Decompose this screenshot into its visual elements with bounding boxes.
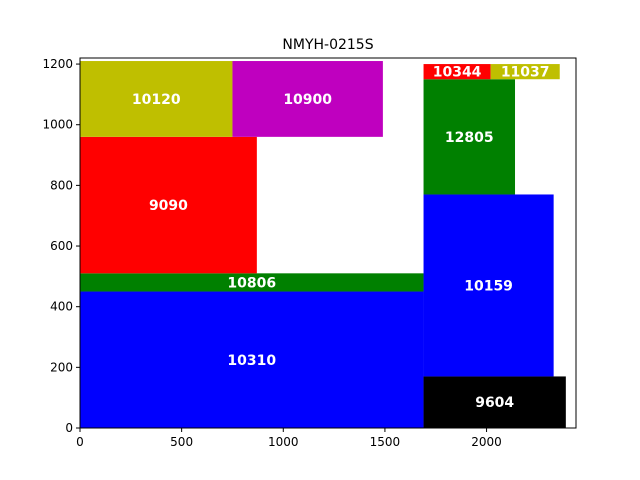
y-tick-label: 1000 — [42, 118, 73, 132]
plot-frame — [79, 57, 577, 429]
x-tick-label: 1500 — [370, 435, 401, 449]
labels-layer: 10310 10806 9090 10120 10900 9604 10159 12805 10… — [132, 65, 550, 412]
rect-10344 — [423, 64, 491, 80]
rect-label-10120: 10120 — [132, 92, 181, 108]
rect-9090 — [80, 136, 257, 274]
y-tick-label: 800 — [50, 178, 73, 192]
rects-layer — [80, 61, 566, 428]
rect-label-12805: 12805 — [445, 130, 494, 146]
rect-label-10310: 10310 — [227, 353, 276, 369]
y-tick-label: 1200 — [42, 57, 73, 71]
rect-9604 — [423, 376, 566, 428]
rect-label-9604: 9604 — [475, 395, 514, 411]
rect-10806 — [80, 273, 424, 292]
rect-label-10159: 10159 — [464, 278, 513, 294]
rect-10310 — [80, 291, 424, 428]
y-tick-label: 600 — [50, 239, 73, 253]
rect-10900 — [232, 61, 383, 137]
rect-label-10344: 10344 — [433, 65, 482, 81]
rect-11037 — [490, 64, 560, 80]
x-tick-label: 0 — [76, 435, 84, 449]
y-axis: 0 200 400 600 800 1000 1200 — [42, 57, 80, 435]
rect-label-9090: 9090 — [149, 198, 188, 214]
x-tick-label: 2000 — [471, 435, 502, 449]
rect-label-11037: 11037 — [501, 65, 550, 81]
chart-title: NMYH-0215S — [282, 37, 373, 53]
x-tick-label: 500 — [170, 435, 193, 449]
rect-12805 — [423, 79, 516, 195]
rect-10159 — [423, 194, 554, 377]
rect-label-10900: 10900 — [283, 92, 332, 108]
rect-label-10806: 10806 — [227, 275, 276, 291]
y-tick-label: 0 — [65, 421, 73, 435]
x-axis: 0 500 1000 1500 2000 — [76, 428, 502, 449]
rect-10120 — [80, 61, 233, 137]
y-tick-label: 200 — [50, 360, 73, 374]
x-tick-label: 1000 — [268, 435, 299, 449]
y-tick-label: 400 — [50, 300, 73, 314]
